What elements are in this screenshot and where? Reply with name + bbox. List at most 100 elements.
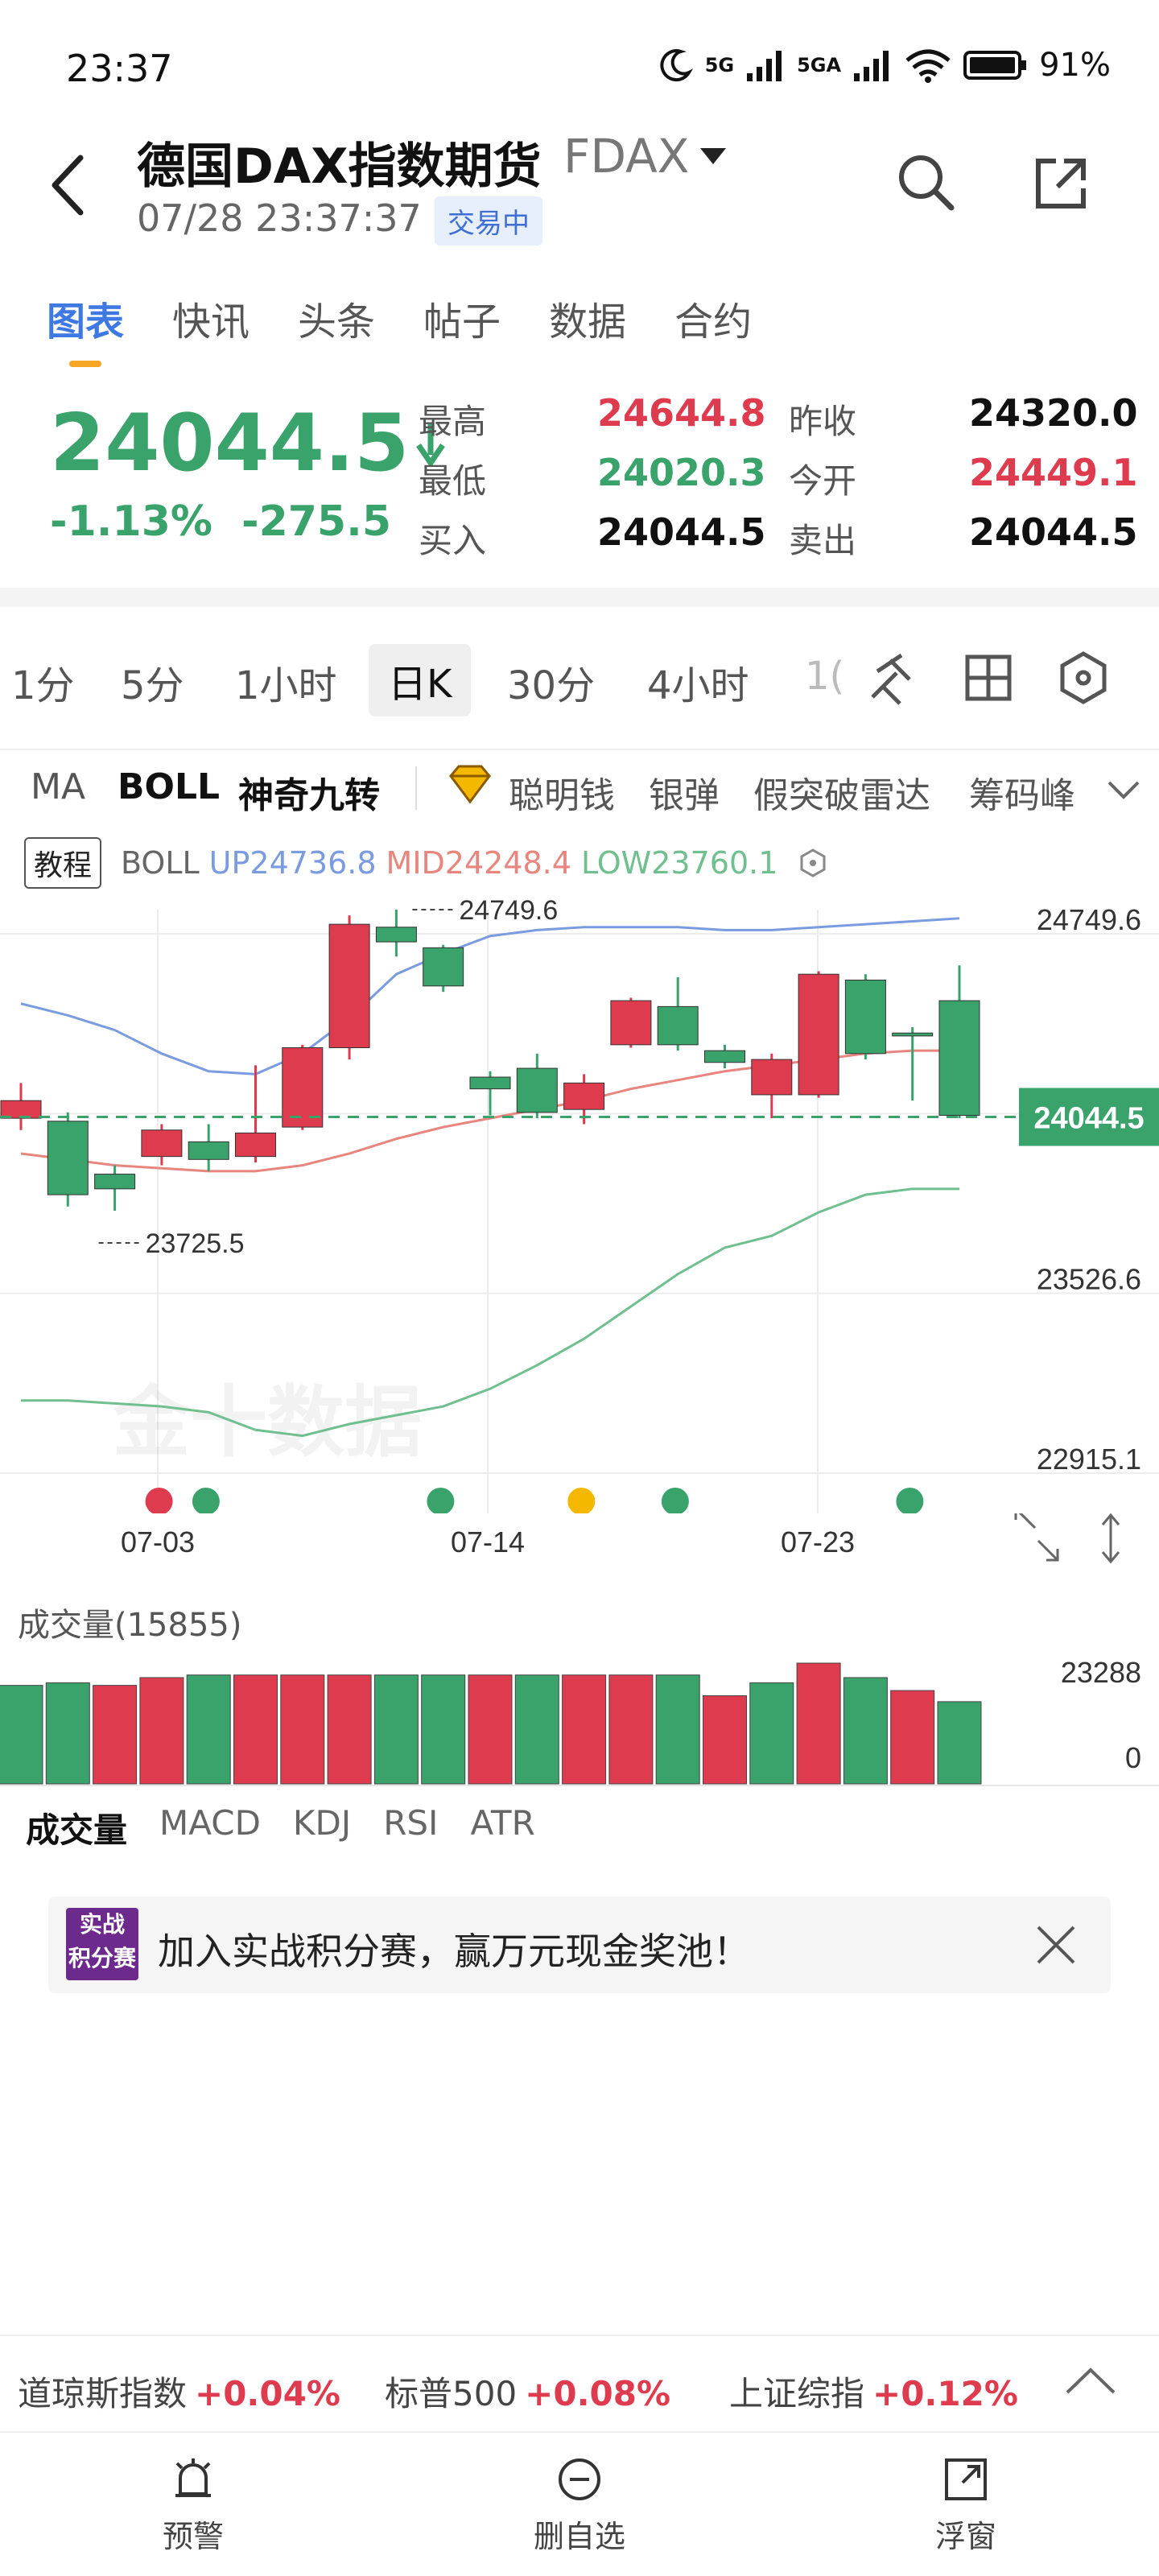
- indicator-td9[interactable]: 神奇九转: [238, 775, 380, 816]
- indicator-ma[interactable]: MA: [31, 766, 86, 807]
- subtab-volume[interactable]: 成交量: [26, 1810, 128, 1850]
- indicator-silver-bullet[interactable]: 银弹: [649, 775, 720, 816]
- interval-4hour[interactable]: 4小时: [647, 663, 749, 708]
- signal-icon: [747, 51, 782, 81]
- interval-5min[interactable]: 5分: [121, 663, 184, 708]
- volume-bar: [280, 1674, 325, 1785]
- ticker-item-dji[interactable]: 道琼斯指数 +0.04%: [18, 2367, 340, 2416]
- chart-annotations: 24749.6 23725.5: [98, 895, 558, 1259]
- interval-1hour[interactable]: 1小时: [235, 663, 337, 708]
- interval-more[interactable]: 1(: [805, 654, 845, 699]
- volume-bar: [93, 1685, 138, 1785]
- candle-body: [94, 1174, 136, 1190]
- ticker-value: +0.12%: [872, 2374, 1018, 2413]
- bid-label: 买入: [419, 521, 487, 560]
- ticker-item-spx[interactable]: 标普500 +0.08%: [385, 2367, 670, 2416]
- ticker-item-sse[interactable]: 上证综指 +0.12%: [729, 2367, 1018, 2416]
- indicator-chip-peak[interactable]: 筹码峰: [969, 775, 1075, 816]
- expand-icon[interactable]: [1014, 1513, 1059, 1562]
- float-window-icon: [945, 2458, 987, 2500]
- volume-bar: [139, 1677, 184, 1785]
- signal-dot: [896, 1488, 924, 1513]
- banner-logo-bottom: 积分赛: [68, 1945, 136, 1971]
- volume-bar: [890, 1690, 935, 1785]
- tab-contracts[interactable]: 合约: [674, 299, 753, 345]
- draw-tool-icon[interactable]: [861, 647, 922, 708]
- volume-max-label: 23288: [1061, 1656, 1141, 1689]
- sub-indicator-tabs: 成交量 MACD KDJ RSI ATR: [26, 1803, 535, 1852]
- vertical-resize-icon[interactable]: [1101, 1513, 1120, 1564]
- settings-hex-icon[interactable]: [1056, 650, 1111, 705]
- bottom-nav: 预警 删自选 浮窗: [0, 2433, 1159, 2576]
- battery-level: 91%: [1039, 47, 1111, 84]
- share-icon[interactable]: [1032, 155, 1090, 213]
- chevron-down-icon[interactable]: [1106, 779, 1141, 802]
- x-axis-label: 07-03: [121, 1525, 195, 1558]
- tab-data[interactable]: 数据: [549, 299, 627, 345]
- indicator-false-breakout[interactable]: 假突破雷达: [753, 775, 930, 816]
- tab-news-flash[interactable]: 快讯: [172, 299, 250, 345]
- nav-float-window[interactable]: 浮窗: [893, 2455, 1038, 2556]
- nav-remove-watchlist[interactable]: 删自选: [507, 2455, 652, 2556]
- interval-30min[interactable]: 30分: [507, 663, 596, 708]
- signal-dot: [567, 1488, 596, 1513]
- volume-title: 成交量(15855): [18, 1607, 242, 1644]
- indicator-boll[interactable]: BOLL: [118, 766, 221, 807]
- last-price-value: 24044.5: [50, 398, 410, 489]
- candle: [657, 976, 699, 1051]
- tab-headlines[interactable]: 头条: [298, 299, 376, 345]
- close-icon[interactable]: [1033, 1922, 1079, 1967]
- subtab-macd[interactable]: MACD: [159, 1803, 261, 1843]
- candle: [892, 1026, 934, 1101]
- search-icon[interactable]: [895, 151, 956, 213]
- moon-icon: [660, 49, 693, 82]
- indicator-separator: [415, 766, 417, 810]
- signal-dot: [427, 1488, 455, 1513]
- candle: [423, 944, 464, 993]
- bid-value: 24044.5: [597, 510, 766, 554]
- tab-posts[interactable]: 帖子: [423, 299, 501, 345]
- candle: [469, 1071, 511, 1116]
- subtab-atr[interactable]: ATR: [470, 1803, 535, 1843]
- alarm-icon: [175, 2458, 211, 2497]
- candle: [282, 1044, 324, 1130]
- subtab-kdj[interactable]: KDJ: [292, 1803, 352, 1843]
- tab-chart[interactable]: 图表: [47, 290, 124, 367]
- section-divider: [0, 588, 1159, 607]
- candle: [938, 965, 980, 1119]
- layout-grid-icon[interactable]: [963, 652, 1014, 704]
- symbol-label: FDAX: [563, 129, 690, 184]
- ask-value: 24044.5: [969, 510, 1138, 554]
- candle-body: [235, 1132, 276, 1158]
- volume-bar: [421, 1674, 466, 1785]
- max-annotation-label: 24749.6: [459, 895, 558, 926]
- interval-daily[interactable]: 日K: [369, 644, 472, 716]
- chevron-up-icon[interactable]: [1062, 2360, 1119, 2401]
- indicator-smart-money[interactable]: 聪明钱: [509, 775, 615, 816]
- change-amount: -275.5: [241, 497, 392, 546]
- volume-chart[interactable]: 23288 0: [0, 1642, 1159, 1787]
- status-time: 23:37: [66, 47, 173, 90]
- subtab-rsi[interactable]: RSI: [383, 1803, 439, 1843]
- candle: [94, 1165, 136, 1212]
- nav-alert[interactable]: 预警: [121, 2455, 266, 2556]
- volume-bar: [796, 1662, 841, 1785]
- candle: [516, 1053, 558, 1119]
- candle-body: [563, 1082, 605, 1110]
- interval-1min[interactable]: 1分: [11, 663, 75, 708]
- volume-bar: [608, 1674, 654, 1785]
- volume-bar: [514, 1674, 559, 1785]
- high-label: 最高: [419, 402, 487, 441]
- change-percent: -1.13%: [50, 497, 212, 546]
- back-arrow-icon[interactable]: [48, 153, 89, 217]
- symbol-selector[interactable]: FDAX: [563, 129, 727, 184]
- status-icons: 5G 5GA 91%: [657, 47, 1111, 84]
- wifi-icon: [905, 49, 951, 83]
- candle: [0, 1083, 42, 1130]
- price-change: -1.13% -275.5: [50, 497, 391, 546]
- tutorial-button[interactable]: 教程: [24, 837, 102, 889]
- boll-settings-icon[interactable]: [797, 847, 829, 879]
- promo-banner[interactable]: 实战 积分赛 加入实战积分赛，赢万元现金奖池！: [48, 1897, 1111, 1993]
